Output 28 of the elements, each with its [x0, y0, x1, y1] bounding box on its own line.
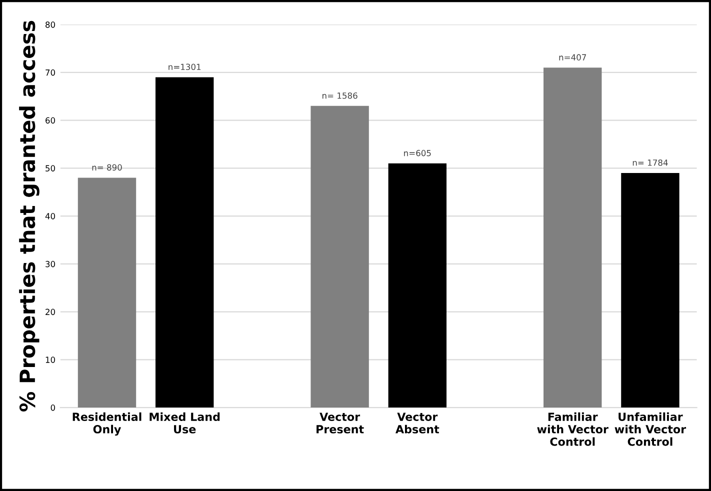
annotation: n=407 — [559, 54, 586, 60]
bar — [310, 106, 369, 408]
annotation: n= 890 — [92, 164, 122, 171]
y-tick-label: 50 — [46, 165, 56, 172]
x-tick-label: Familiar with Vector Control — [537, 412, 608, 446]
y-axis-title: % Properties that granted access — [19, 20, 40, 412]
x-tick-label: Mixed Land Use — [150, 412, 220, 434]
y-tick-label: 0 — [50, 404, 56, 411]
y-tick-label: 80 — [46, 22, 56, 28]
x-tick-label: Vector Present — [316, 412, 364, 434]
y-tick-label: 40 — [45, 213, 56, 220]
bar — [544, 68, 602, 408]
bar — [156, 77, 214, 408]
annotation: n= 1586 — [322, 92, 358, 99]
y-tick-label: 30 — [46, 260, 56, 268]
bar — [78, 178, 136, 408]
y-tick-label: 20 — [46, 308, 56, 316]
bar — [621, 172, 680, 408]
y-tick-label: 60 — [46, 117, 56, 124]
x-tick-label: Residential Only — [72, 412, 142, 436]
annotation: n= 1784 — [632, 159, 668, 166]
x-tick-label: Unfamiliar with Vector Control — [614, 412, 686, 446]
x-tick-label: Vector Absent — [396, 412, 440, 434]
bar — [388, 163, 447, 408]
y-tick-label: 10 — [46, 356, 56, 363]
annotation: n=605 — [404, 150, 431, 156]
annotation: n=1301 — [168, 64, 201, 70]
y-tick-label: 70 — [46, 69, 56, 76]
